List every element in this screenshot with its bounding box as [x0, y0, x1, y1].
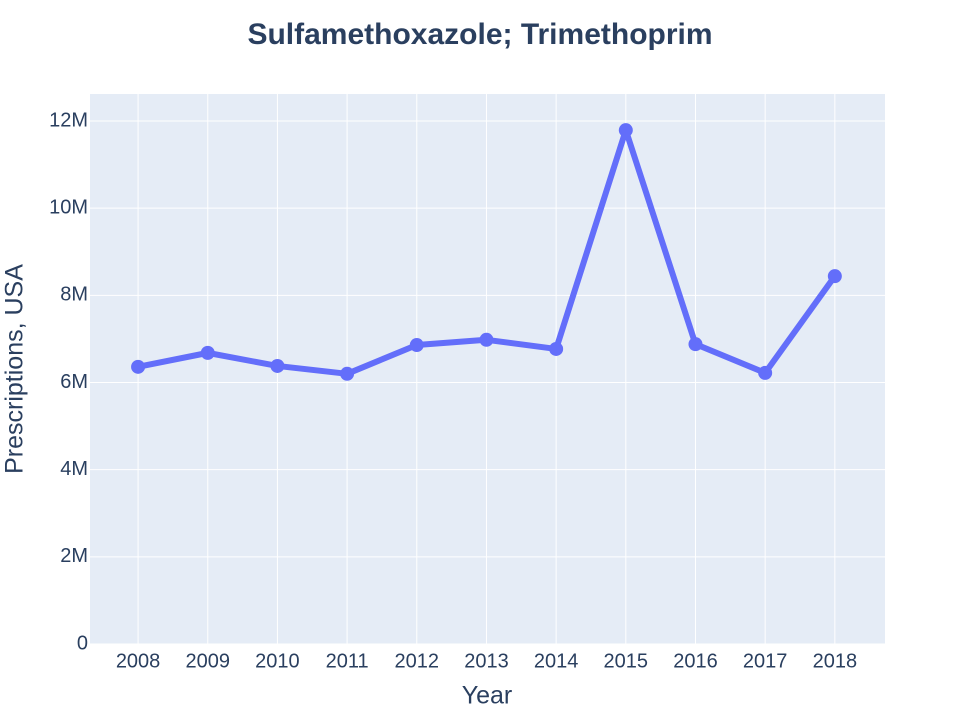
marker: [200, 345, 215, 360]
x-tick-label: 2008: [116, 650, 161, 672]
x-tick-label: 2018: [813, 650, 858, 672]
y-tick-label: 2M: [60, 545, 88, 567]
marker: [409, 338, 424, 353]
y-tick-label: 8M: [60, 284, 88, 306]
marker: [340, 366, 355, 381]
x-axis-label: Year: [462, 682, 513, 710]
chart-title: Sulfamethoxazole; Trimethoprim: [247, 18, 712, 51]
marker: [131, 359, 146, 374]
x-tick-label: 2011: [326, 650, 369, 672]
marker: [758, 365, 773, 380]
x-tick-label: 2013: [464, 650, 509, 672]
x-tick-label: 2014: [534, 650, 579, 672]
x-tick-label: 2009: [186, 650, 231, 672]
y-tick-label: 0: [77, 632, 88, 654]
y-tick-label: 6M: [60, 371, 88, 393]
marker: [479, 332, 494, 347]
marker: [827, 269, 842, 284]
marker: [618, 123, 633, 138]
x-tick-label: 2016: [673, 650, 718, 672]
x-tick-label: 2010: [255, 650, 300, 672]
y-tick-label: 12M: [49, 109, 88, 131]
y-tick-label: 4M: [60, 458, 88, 480]
marker: [270, 358, 285, 373]
marker: [688, 337, 703, 352]
marker: [549, 341, 564, 356]
x-tick-label: 2017: [743, 650, 788, 672]
x-tick-label: 2015: [604, 650, 649, 672]
y-tick-label: 10M: [49, 196, 88, 218]
y-axis-label: Prescriptions, USA: [1, 264, 29, 474]
x-tick-label: 2012: [395, 650, 440, 672]
